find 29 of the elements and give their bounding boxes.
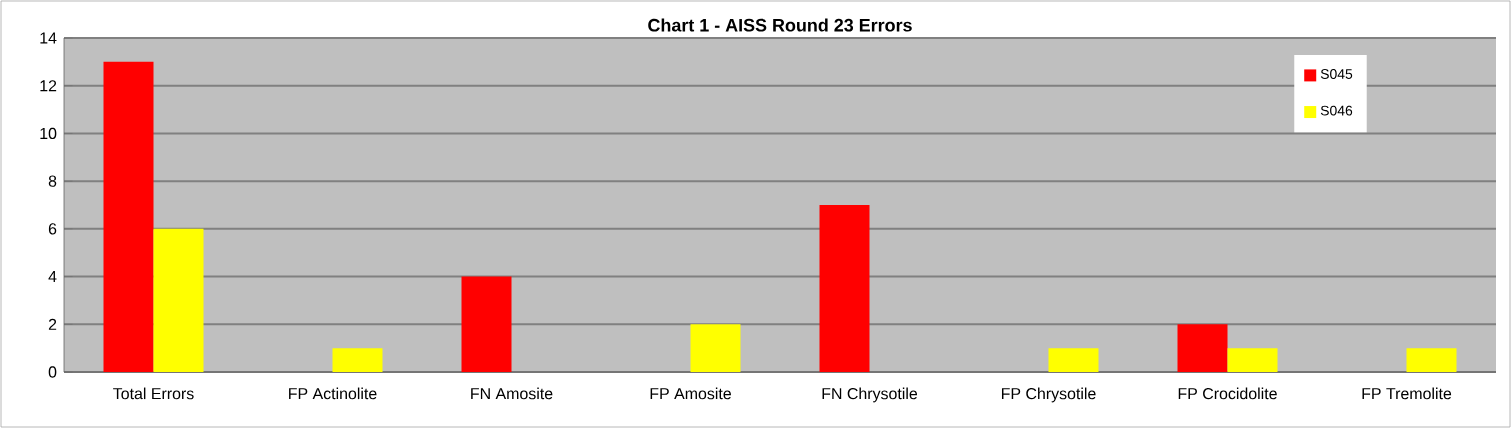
x-tick-label: FN Amosite xyxy=(471,387,553,400)
y-tick-label: 8 xyxy=(48,175,57,187)
y-tick-label: 0 xyxy=(48,366,57,378)
y-tick-label: 14 xyxy=(40,32,57,44)
x-tick-label: FP Tremolite xyxy=(1362,387,1452,400)
y-tick-label: 4 xyxy=(48,271,57,283)
bar xyxy=(1406,348,1457,372)
bar xyxy=(103,61,154,372)
bar xyxy=(1177,324,1228,372)
legend-label: S045 xyxy=(1320,69,1353,79)
x-tick-label: FP Actinolite xyxy=(289,387,377,400)
x-tick-label: FP Amosite xyxy=(650,387,731,400)
bar xyxy=(332,348,383,372)
bar xyxy=(690,324,741,372)
x-tick-label: Total Errors xyxy=(113,387,194,400)
y-tick-label: 6 xyxy=(48,223,57,235)
x-tick-label: FP Crocidolite xyxy=(1178,387,1277,400)
bar xyxy=(1227,348,1278,372)
bar xyxy=(819,205,870,372)
bar xyxy=(1048,348,1099,372)
x-tick-label: FN Chrysotile xyxy=(822,387,918,403)
y-tick-label: 10 xyxy=(40,127,57,140)
bar xyxy=(461,276,512,372)
x-tick-label: FP Chrysotile xyxy=(1001,387,1096,403)
y-tick-label: 2 xyxy=(48,318,57,330)
legend-label: S046 xyxy=(1320,105,1353,116)
chart-title: Chart 1 - AISS Round 23 Errors xyxy=(648,18,912,32)
y-tick-label: 12 xyxy=(40,80,57,92)
bar xyxy=(153,228,204,372)
